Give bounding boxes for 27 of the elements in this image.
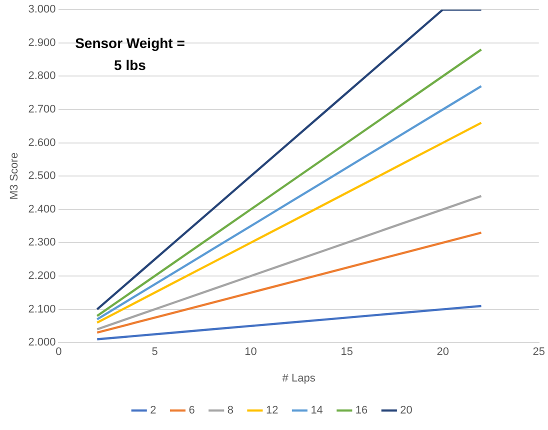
legend-label: 8: [227, 404, 234, 417]
x-tick-label: 5: [152, 346, 158, 358]
legend-label: 6: [188, 404, 195, 417]
x-tick-label: 20: [436, 346, 449, 358]
y-tick-label: 2.500: [28, 170, 56, 182]
y-tick-label: 2.000: [28, 336, 56, 349]
y-tick-label: 2.600: [28, 136, 56, 149]
y-tick-label: 2.900: [28, 36, 56, 49]
y-tick-label: 2.800: [28, 70, 56, 82]
y-tick-label: 2.200: [28, 270, 56, 282]
legend-label: 12: [266, 404, 278, 417]
y-tick-label: 3.000: [28, 4, 56, 16]
legend-label: 2: [150, 404, 156, 417]
x-tick-label: 10: [244, 346, 257, 358]
x-tick-label: 0: [56, 346, 62, 358]
y-axis-title: M3 Score: [8, 152, 21, 200]
x-tick-label: 15: [340, 346, 353, 358]
legend-label: 16: [355, 404, 368, 417]
x-tick-label: 25: [532, 346, 546, 358]
legend-label: 14: [310, 404, 323, 417]
y-tick-label: 2.700: [28, 104, 56, 116]
y-tick-label: 2.300: [28, 236, 56, 249]
y-tick-label: 2.100: [28, 303, 56, 316]
y-tick-label: 2.400: [28, 203, 56, 216]
legend-label: 20: [400, 404, 412, 417]
x-axis-title: # Laps: [282, 372, 316, 384]
annotation: Sensor Weight = 5 lbs: [74, 34, 186, 75]
